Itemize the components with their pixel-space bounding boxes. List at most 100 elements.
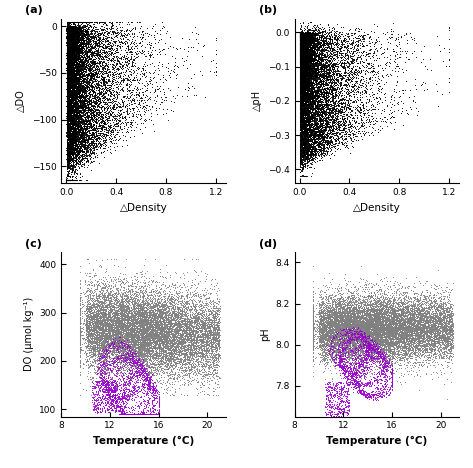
Point [73,147,80,155]
Point [66,18,73,25]
Point [333,81,340,89]
Point [84,104,92,111]
Point [71,33,79,40]
Point [387,352,394,360]
Point [298,46,306,53]
Point [64,148,71,155]
Point [382,317,390,324]
Point [373,332,381,340]
Point [96,368,104,376]
Point [392,308,399,316]
Point [297,135,305,142]
Point [96,351,104,358]
Point [445,334,453,342]
Point [84,107,92,114]
Point [148,328,155,335]
Point [64,28,71,35]
Point [423,308,431,315]
Point [307,141,314,148]
Point [300,75,307,82]
Point [302,98,310,105]
Point [80,37,88,45]
Point [309,303,316,311]
Point [63,66,70,73]
Point [107,322,114,330]
Point [68,117,75,124]
Point [78,298,86,306]
Point [209,340,216,348]
Point [124,330,131,337]
Point [304,43,311,50]
Point [65,92,73,99]
Point [164,345,171,352]
Point [88,325,96,333]
Point [94,365,101,373]
Point [190,303,198,311]
Point [166,295,173,303]
Point [77,176,84,184]
Point [341,44,348,51]
Point [120,391,128,399]
Point [88,344,95,351]
Point [304,125,312,132]
Point [440,292,448,300]
Point [193,283,201,291]
Point [95,297,103,304]
Point [334,30,342,38]
Point [365,312,373,320]
Point [122,307,129,314]
Point [72,31,79,39]
Point [86,113,94,120]
Point [298,28,306,35]
Point [128,297,135,305]
Point [123,315,130,323]
Point [89,37,96,44]
Point [78,87,85,95]
Point [330,352,338,360]
Point [105,83,113,90]
Point [422,328,429,336]
Point [88,44,95,51]
Point [349,312,357,320]
Point [63,37,71,44]
Point [298,33,306,40]
Point [296,29,304,37]
Point [367,337,375,345]
Point [350,347,357,355]
Point [71,136,79,144]
Point [201,301,209,309]
Point [86,106,93,113]
Point [322,34,329,42]
Point [300,39,308,46]
Point [306,30,313,38]
Point [170,306,178,313]
Point [69,38,76,45]
Point [203,330,211,337]
Point [121,320,129,328]
Point [302,39,310,46]
Point [63,52,71,60]
Point [365,326,373,334]
Point [165,312,172,319]
Point [357,340,364,348]
Point [355,371,363,379]
Point [417,361,424,368]
Point [369,67,377,75]
Point [175,333,182,340]
Point [336,338,344,346]
Point [325,320,333,328]
Point [136,336,144,343]
Point [209,335,216,343]
Point [95,356,103,364]
Point [69,35,77,43]
Point [339,318,346,326]
Point [326,130,334,137]
Point [343,336,351,344]
Point [137,368,144,376]
Point [66,34,73,41]
Point [70,107,78,115]
Point [445,315,453,322]
Point [146,339,153,347]
Point [156,284,163,291]
Point [112,123,119,130]
